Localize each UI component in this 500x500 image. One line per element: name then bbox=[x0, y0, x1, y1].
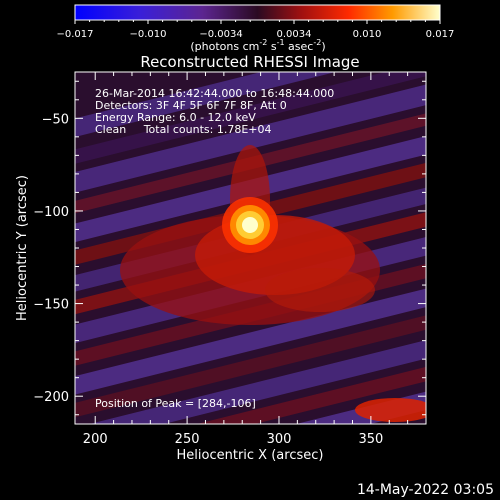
colorbar-tick-label: 0.0034 bbox=[277, 29, 312, 40]
y-tick-label: −100 bbox=[33, 205, 69, 220]
x-tick-label: 350 bbox=[358, 432, 383, 447]
x-axis-label: Heliocentric X (arcsec) bbox=[177, 448, 324, 463]
colorbar-tick-label: 0.017 bbox=[426, 29, 455, 40]
x-tick-label: 250 bbox=[175, 432, 200, 447]
colorbar-unit-label: (photons cm-2 s-1 asec-2) bbox=[190, 38, 325, 53]
colorbar-tick-label: −0.017 bbox=[56, 29, 93, 40]
annotation-line: Clean Total counts: 1.78E+04 bbox=[95, 123, 272, 136]
chart-title: Reconstructed RHESSI Image bbox=[140, 53, 359, 71]
colorbar bbox=[74, 4, 441, 21]
colorbar-tick-label: −0.010 bbox=[129, 29, 166, 40]
axis-ticks: 200 250 300 350 −50 −100 −150 −200 bbox=[33, 72, 426, 447]
colorbar-tick-label: −0.0034 bbox=[199, 29, 242, 40]
x-tick-label: 300 bbox=[267, 432, 292, 447]
y-tick-label: −50 bbox=[42, 112, 69, 127]
x-tick-label: 200 bbox=[83, 432, 108, 447]
annotation-line: Detectors: 3F 4F 5F 6F 7F 8F, Att 0 bbox=[95, 99, 287, 112]
annotation-line: Energy Range: 6.0 - 12.0 keV bbox=[95, 111, 256, 124]
timestamp: 14-May-2022 03:05 bbox=[357, 482, 494, 498]
colorbar-tick-label: 0.010 bbox=[353, 29, 382, 40]
annotation-block: 26-Mar-2014 16:42:44.000 to 16:48:44.000… bbox=[95, 87, 334, 136]
annotation-line: 26-Mar-2014 16:42:44.000 to 16:48:44.000 bbox=[95, 87, 334, 100]
peak-position-label: Position of Peak = [284,-106] bbox=[95, 397, 256, 410]
heatmap-image bbox=[75, 72, 426, 424]
y-tick-label: −150 bbox=[33, 298, 69, 313]
y-tick-label: −200 bbox=[33, 390, 69, 405]
y-axis-label: Heliocentric Y (arcsec) bbox=[15, 175, 30, 321]
colorbar-ticks: −0.017 −0.010 −0.0034 0.0034 0.010 0.017 bbox=[56, 20, 454, 40]
